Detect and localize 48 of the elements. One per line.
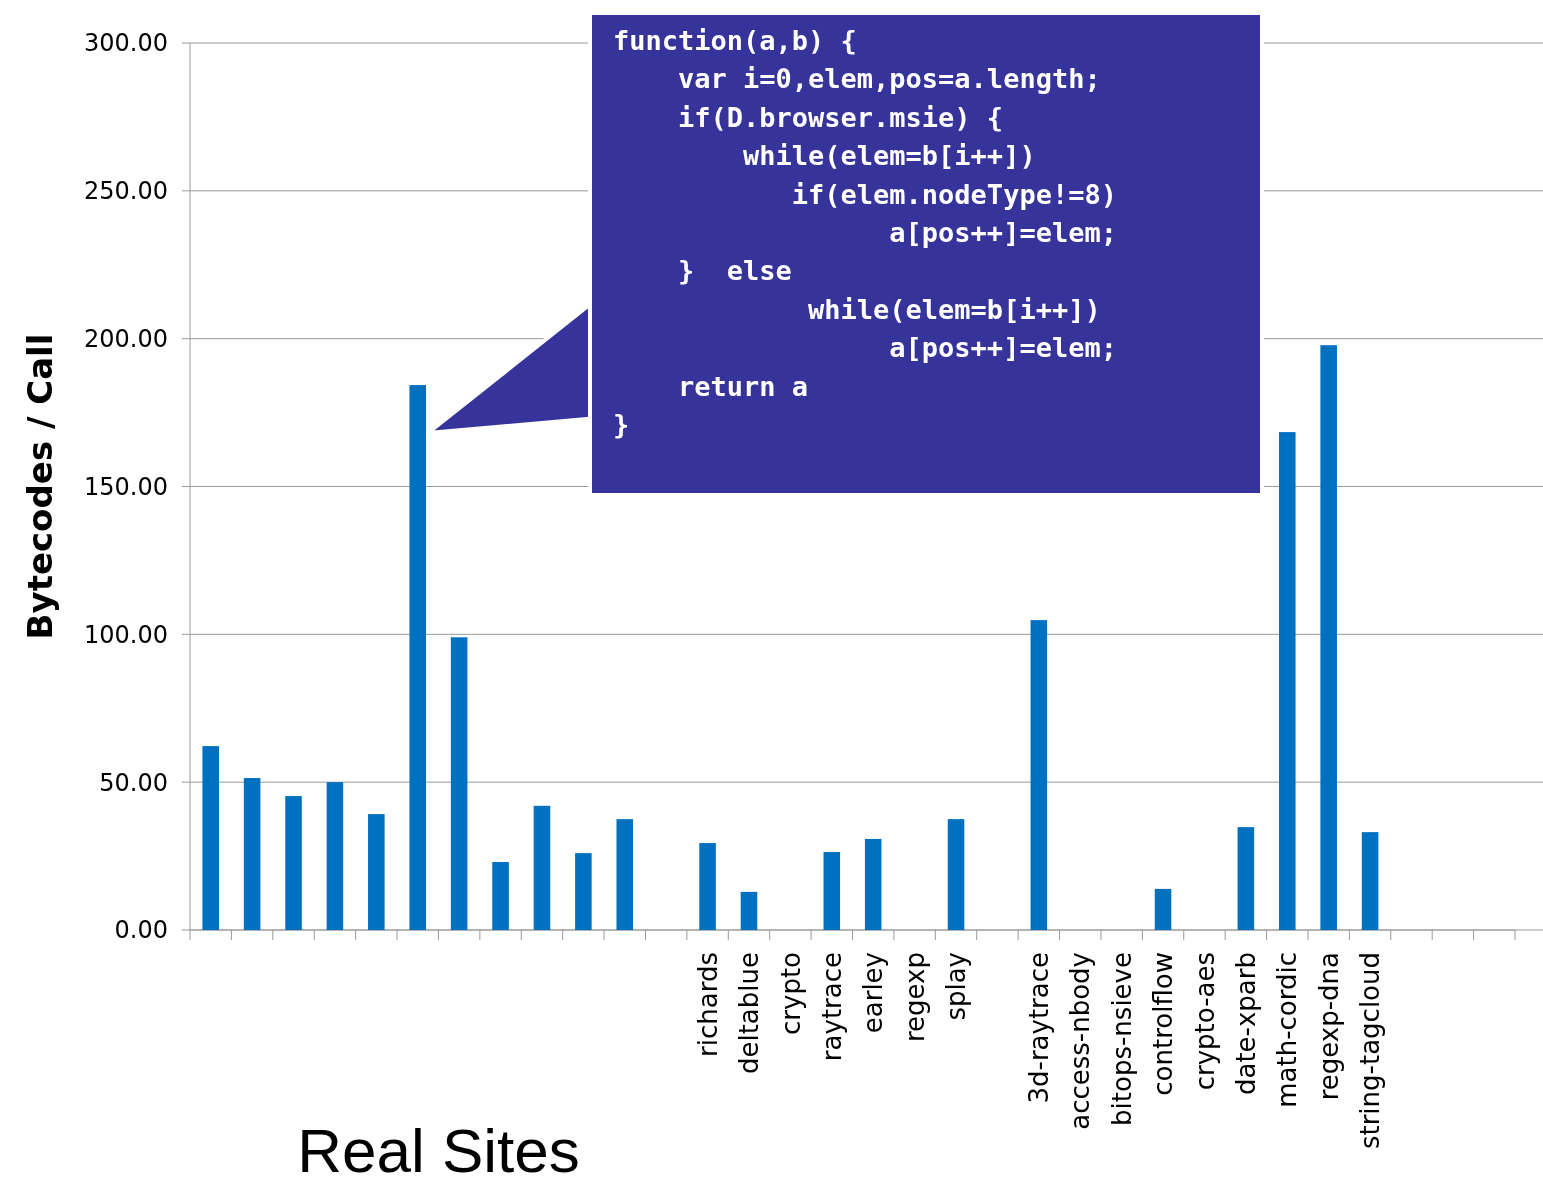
x-tick-label: richards — [692, 952, 723, 1057]
text: Real Sites — [297, 1116, 580, 1178]
bar — [326, 782, 344, 930]
bar — [285, 796, 302, 930]
x-tick-label: string-tagcloud — [1355, 952, 1386, 1150]
bar — [864, 838, 882, 930]
x-tick-label: splay — [941, 952, 972, 1021]
bar — [409, 385, 427, 930]
bar — [1320, 345, 1337, 930]
bar — [243, 778, 261, 930]
x-tick-label: bitops-nsieve — [1106, 952, 1137, 1126]
bar — [1154, 888, 1172, 930]
bar — [202, 746, 219, 930]
text: function(a,b) { var i=0,elem,pos=a.length; if(D.browser.msie) { while(elem=b[i++]) if(elem.nodeType!=8) a[pos++]=elem; } else while(elem=b[i++]) a[pos++]=elem; return a } — [613, 25, 1117, 440]
x-tick-label: crypto — [775, 952, 806, 1035]
x-tick-label: crypto-aes — [1189, 952, 1220, 1091]
bar — [1237, 827, 1255, 930]
bar — [740, 891, 758, 930]
x-tick-label: date-xparb — [1230, 952, 1261, 1096]
bar — [533, 805, 551, 930]
y-axis-title: Bytecodes / Call — [20, 333, 60, 640]
x-tick-label: deltablue — [734, 952, 765, 1075]
y-tick-label: 300.00 — [84, 29, 168, 58]
bar — [368, 814, 385, 930]
x-tick-label: regexp-dna — [1313, 952, 1344, 1101]
x-tick-label: earley — [858, 952, 889, 1034]
bar — [823, 851, 841, 930]
bar — [575, 853, 592, 930]
y-tick-label: 100.00 — [84, 620, 168, 649]
x-tick-label: 3d-raytrace — [1023, 952, 1054, 1104]
y-tick-label: 250.00 — [84, 177, 168, 206]
y-tick-label: 200.00 — [84, 325, 168, 354]
bar — [1361, 832, 1379, 930]
bar — [699, 843, 716, 930]
x-tick-label: math-cordic — [1272, 952, 1303, 1108]
x-tick-label: controlflow — [1148, 952, 1179, 1096]
y-tick-label: 150.00 — [84, 472, 168, 501]
bar — [616, 819, 634, 930]
y-tick-label: 0.00 — [114, 916, 168, 945]
x-tick-label: access-nbody — [1065, 952, 1096, 1130]
x-tick-label: raytrace — [816, 952, 847, 1062]
bar — [492, 862, 509, 930]
bar — [450, 637, 468, 930]
x-tick-label: regexp — [899, 952, 930, 1043]
bar — [1030, 620, 1048, 930]
bar — [1278, 432, 1296, 930]
y-tick-label: 50.00 — [99, 768, 168, 797]
bar — [947, 819, 965, 930]
